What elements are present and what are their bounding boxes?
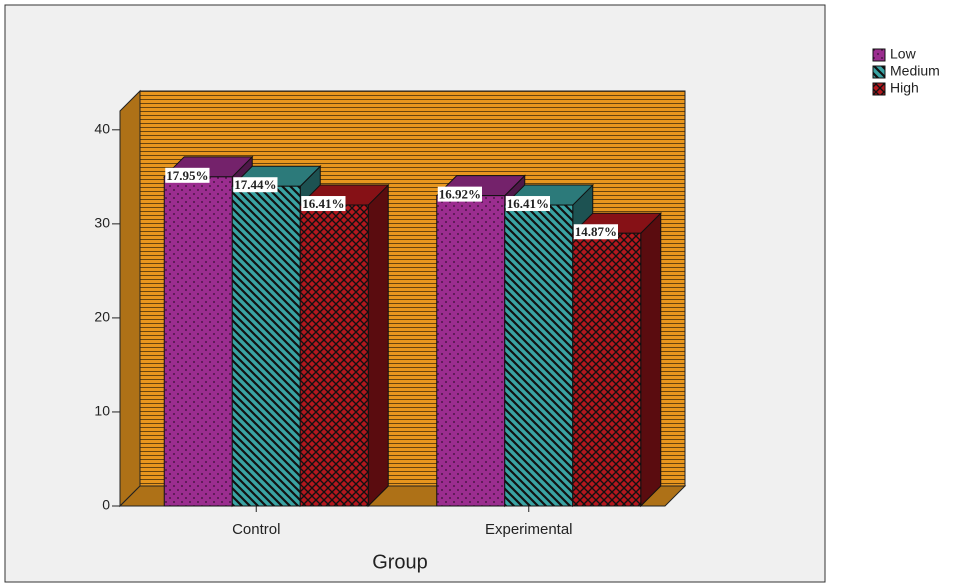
bar	[436, 195, 506, 507]
value-label: 17.44%	[234, 177, 276, 192]
legend-swatch	[872, 65, 886, 79]
bar	[163, 176, 233, 507]
y-tick-label: 0	[102, 497, 110, 513]
legend-swatch	[872, 48, 886, 62]
bar	[299, 204, 369, 507]
value-label: 17.95%	[166, 168, 208, 183]
legend-label: High	[890, 80, 919, 96]
bar	[504, 204, 574, 507]
value-label-box	[301, 196, 346, 212]
value-label: 16.41%	[507, 196, 549, 211]
bar	[231, 185, 301, 507]
side-wall	[119, 89, 141, 508]
legend-label: Medium	[890, 63, 940, 79]
value-label: 16.92%	[439, 187, 481, 202]
value-label-box	[437, 186, 482, 202]
y-tick-label: 40	[94, 121, 110, 137]
value-label-box	[165, 167, 210, 183]
y-tick-label: 10	[94, 403, 110, 419]
bar	[572, 232, 642, 507]
value-label: 16.41%	[302, 196, 344, 211]
x-tick-label: Control	[232, 521, 280, 538]
x-axis-label: Group	[372, 551, 428, 573]
bar-side	[640, 212, 662, 508]
y-tick-label: 20	[94, 309, 110, 325]
legend-label: Low	[890, 46, 917, 62]
value-label-box	[573, 224, 618, 240]
bar-side	[367, 183, 389, 508]
value-label: 14.87%	[575, 224, 617, 239]
legend-swatch	[872, 82, 886, 96]
value-label-box	[233, 177, 278, 193]
value-label-box	[505, 196, 550, 212]
y-tick-label: 30	[94, 215, 110, 231]
x-tick-label: Experimental	[485, 521, 573, 538]
